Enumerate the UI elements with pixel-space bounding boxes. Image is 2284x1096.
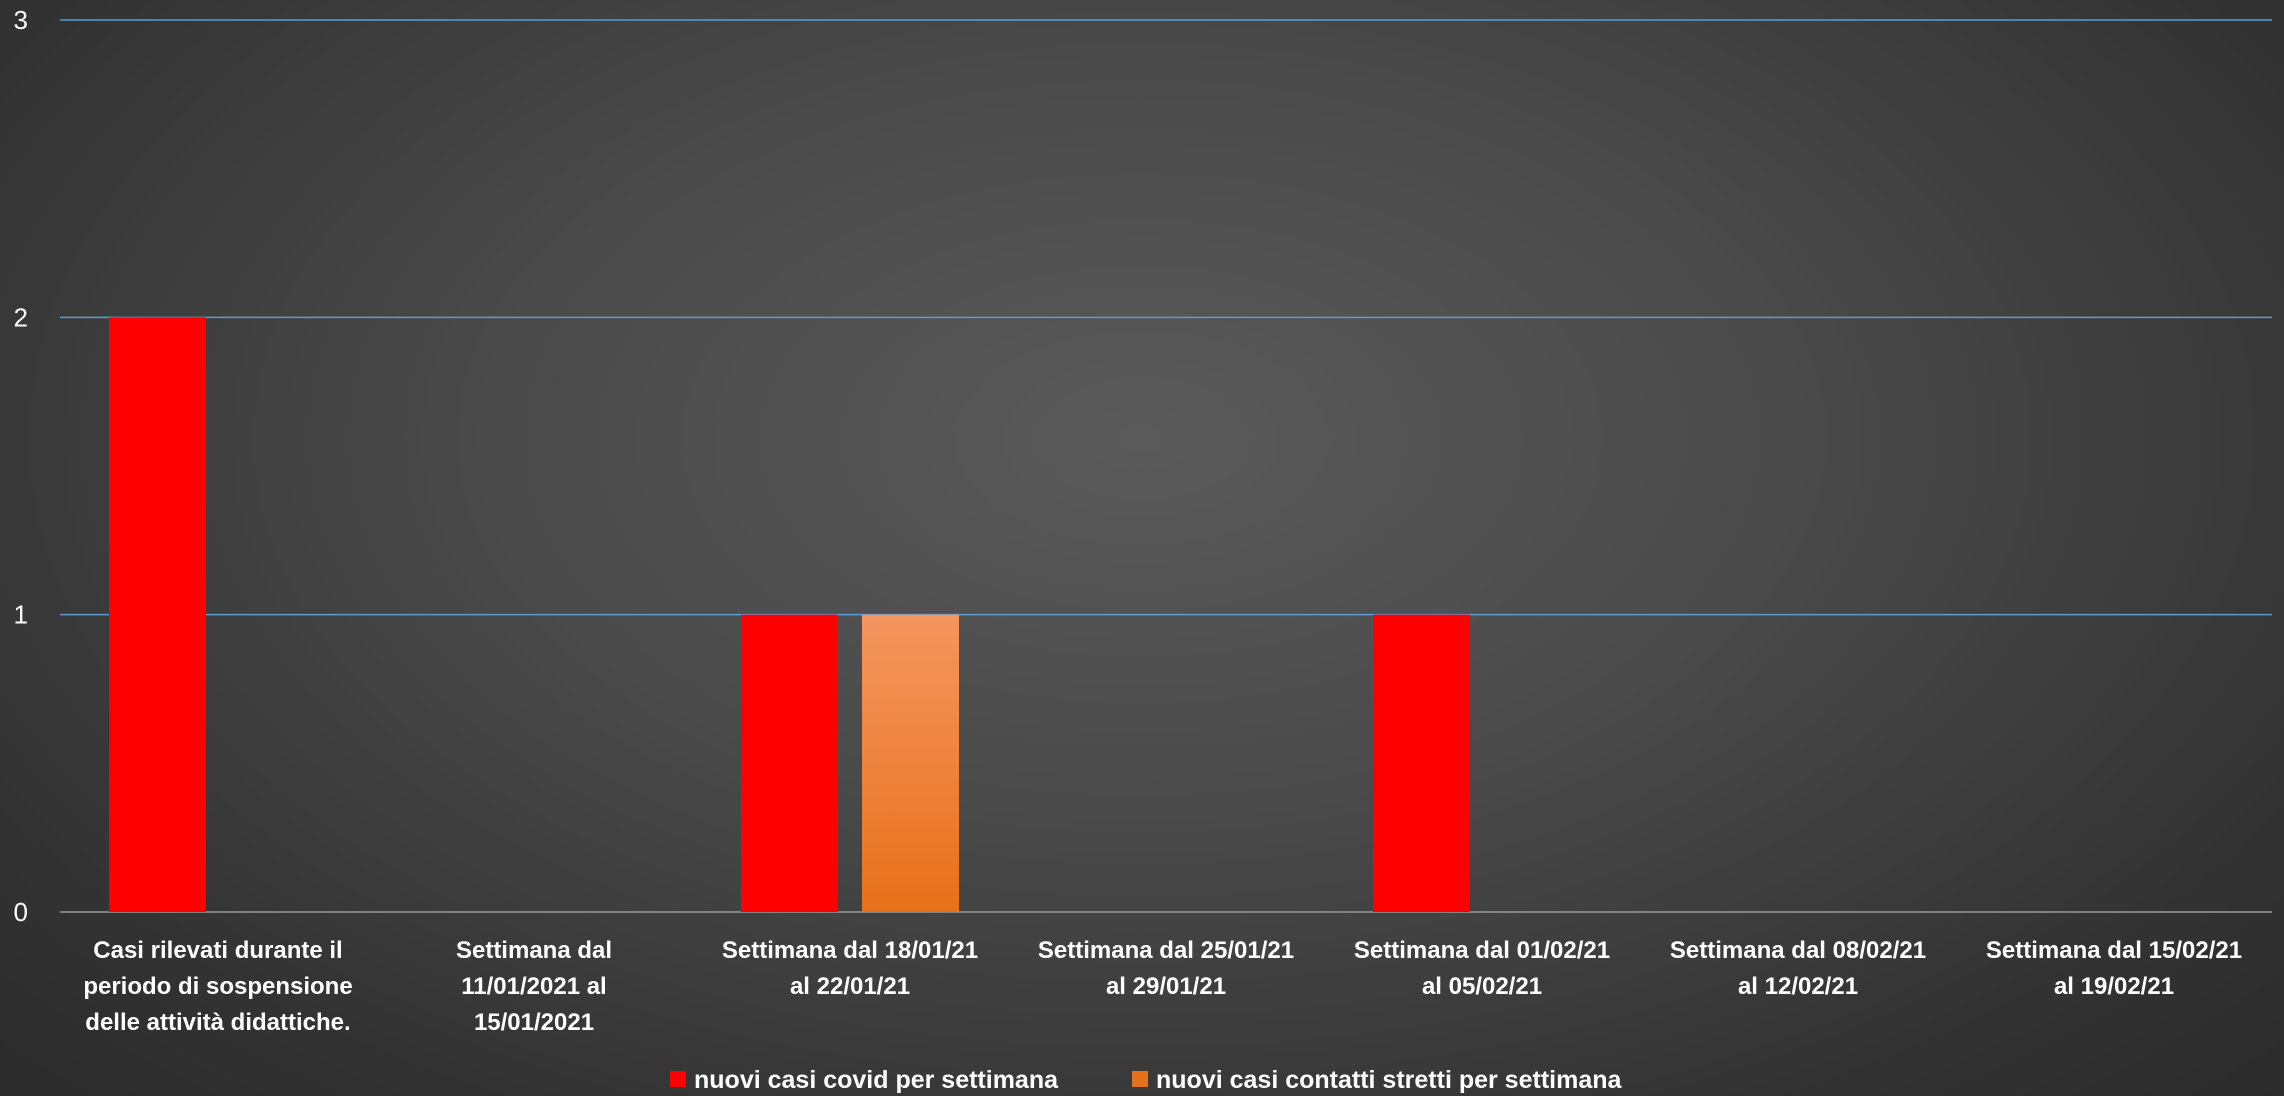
legend-item-contatti-swatch	[1132, 1071, 1148, 1087]
x-tick-label-line: Settimana dal 01/02/21	[1354, 937, 1610, 964]
y-tick-label: 2	[14, 302, 28, 332]
bar-nuovi-casi-covid	[1373, 614, 1470, 912]
y-tick-label: 0	[14, 897, 28, 927]
legend-item-covid-swatch	[670, 1071, 686, 1087]
y-tick-label: 3	[14, 5, 28, 35]
x-tick-label-line: Settimana dal	[456, 937, 612, 964]
x-tick-label: Settimana dal 08/02/21 al 12/02/21	[1670, 937, 1926, 1000]
x-tick-label-line: Settimana dal 18/01/21	[722, 937, 978, 964]
x-tick-label-line: al 05/02/21	[1422, 973, 1542, 1000]
x-tick-label-line: Casi rilevati durante il	[93, 937, 342, 964]
x-tick-label-line: delle attività didattiche.	[85, 1009, 350, 1036]
bar-nuovi-casi-covid	[109, 317, 206, 912]
x-tick-label-line: periodo di sospensione	[83, 973, 352, 1000]
bar-nuovi-casi-contatti	[862, 614, 959, 912]
x-tick-label-line: al 22/01/21	[790, 973, 910, 1000]
legend-item-covid-label: nuovi casi covid per settimana	[694, 1066, 1059, 1094]
y-tick-label: 1	[14, 600, 28, 630]
x-tick-label-line: 11/01/2021 al	[461, 973, 606, 1000]
gridlines	[60, 19, 2272, 913]
x-tick-label: Settimana dal 11/01/2021 al 15/01/2021	[456, 937, 612, 1036]
y-axis-tick-labels: 0 1 2 3	[14, 5, 28, 927]
bars	[109, 317, 1470, 912]
x-tick-label: Settimana dal 15/02/21 al 19/02/21	[1986, 937, 2242, 1000]
x-tick-label-line: al 19/02/21	[2054, 973, 2174, 1000]
x-tick-label: Settimana dal 01/02/21 al 05/02/21	[1354, 937, 1610, 1000]
x-tick-label-line: 15/01/2021	[474, 1009, 594, 1036]
x-tick-label: Settimana dal 25/01/21 al 29/01/21	[1038, 937, 1294, 1000]
legend-item-contatti-label: nuovi casi contatti stretti per settiman…	[1156, 1066, 1622, 1094]
x-axis-tick-labels: Casi rilevati durante il periodo di sospe…	[83, 937, 2242, 1036]
x-tick-label-line: Settimana dal 25/01/21	[1038, 937, 1294, 964]
x-tick-label-line: al 29/01/21	[1106, 973, 1226, 1000]
bar-nuovi-casi-covid	[741, 614, 838, 912]
x-tick-label-line: Settimana dal 15/02/21	[1986, 937, 2242, 964]
x-tick-label: Settimana dal 18/01/21 al 22/01/21	[722, 937, 978, 1000]
x-tick-label: Casi rilevati durante il periodo di sospe…	[83, 937, 352, 1036]
x-tick-label-line: Settimana dal 08/02/21	[1670, 937, 1926, 964]
legend: nuovi casi covid per settimana nuovi casi…	[670, 1066, 1622, 1094]
x-tick-label-line: al 12/02/21	[1738, 973, 1858, 1000]
